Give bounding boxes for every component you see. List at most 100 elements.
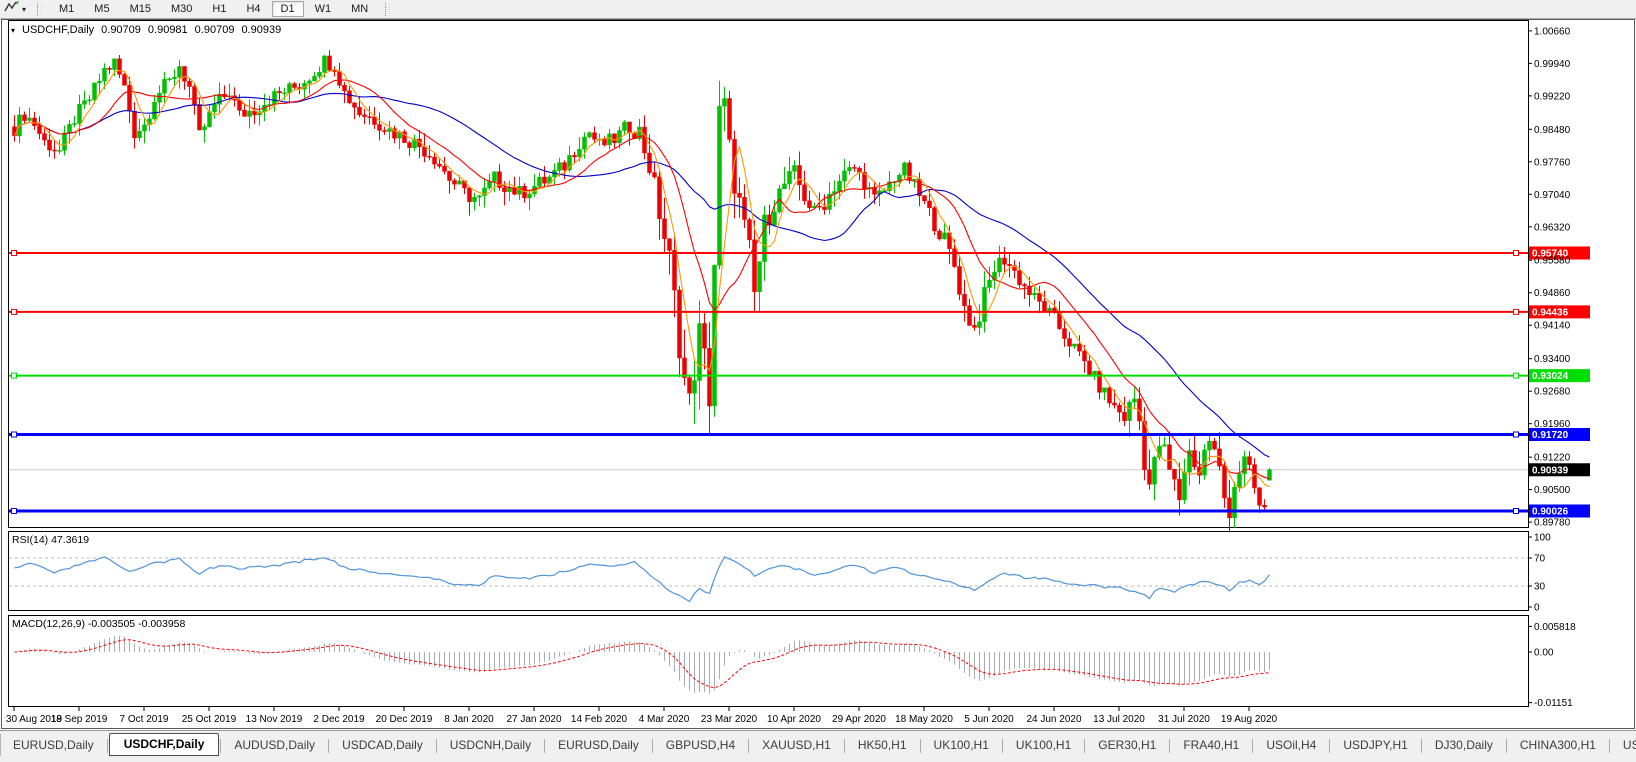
tab-china300-h1[interactable]: CHINA300,H1 — [1519, 738, 1596, 752]
tab-separator — [544, 739, 546, 753]
tab-usdcad-daily[interactable]: USDCAD,Daily — [342, 738, 423, 752]
line-handle[interactable] — [1513, 507, 1519, 514]
macd-signal-line — [14, 639, 1270, 689]
date-tick-label: 31 Jul 2020 — [1158, 714, 1210, 725]
ohlc-low: 0.90709 — [194, 24, 235, 36]
main-pane — [8, 20, 1529, 528]
macd-scale-label: 0.00 — [1534, 648, 1554, 659]
date-tick-label: 8 Jan 2020 — [444, 714, 494, 725]
line-handle[interactable] — [11, 250, 17, 256]
timeframe-button-m15[interactable]: M15 — [129, 3, 151, 15]
ohlc-close: 0.90939 — [241, 24, 282, 36]
tab-usoil-h1[interactable]: USOil,H1 — [1622, 738, 1636, 752]
tab-usdjpy-h1[interactable]: USDJPY,H1 — [1343, 738, 1408, 752]
tab-ger30-h1[interactable]: GER30,H1 — [1098, 738, 1157, 752]
chart-cursor-tool-button[interactable]: ▾ — [0, 1, 30, 17]
svg-text:0.91720: 0.91720 — [1532, 430, 1569, 441]
date-tick-label: 13 Nov 2019 — [246, 714, 303, 725]
line-handle[interactable] — [11, 372, 17, 379]
ma-5-line — [14, 68, 1270, 490]
svg-text:0.94436: 0.94436 — [1532, 307, 1569, 318]
hline-price-label — [1529, 504, 1590, 518]
date-tick-label: 5 Jun 2020 — [964, 714, 1014, 725]
hline-price-label — [1529, 369, 1590, 383]
tab-usoil-h4[interactable]: USOil,H4 — [1266, 738, 1317, 752]
line-handle[interactable] — [1513, 431, 1519, 438]
date-tick-label: 4 Mar 2020 — [639, 714, 690, 725]
chart-symbol-label: USDCHF,Daily — [22, 24, 95, 36]
date-tick-label: 30 Aug 2019 — [6, 714, 63, 725]
timeframe-button-m5[interactable]: M5 — [94, 3, 110, 15]
tab-separator — [1252, 739, 1254, 753]
toolbar-grip — [37, 2, 43, 16]
line-handle[interactable] — [11, 308, 17, 315]
line-handle[interactable] — [1513, 308, 1519, 315]
tab-separator — [1169, 739, 1171, 753]
timeframe-button-m30[interactable]: M30 — [170, 3, 193, 15]
ma-13-line — [14, 79, 1270, 480]
macd-scale-label: 0.005818 — [1534, 622, 1576, 633]
candles-layer — [12, 50, 1272, 533]
tab-separator — [1608, 739, 1610, 753]
tab-usdchf-daily-active[interactable]: USDCHF,Daily — [108, 733, 220, 756]
tab-xauusd-h1[interactable]: XAUUSD,H1 — [762, 738, 831, 752]
price-tick-label: 1.00660 — [1534, 26, 1571, 37]
tab-uk100-h1[interactable]: UK100,H1 — [933, 738, 989, 752]
tab-eurusd-daily[interactable]: EURUSD,Daily — [558, 738, 639, 752]
date-tick-label: 2 Dec 2019 — [313, 714, 365, 725]
date-tick-label: 18 May 2020 — [895, 714, 953, 725]
macd-histogram — [19, 635, 1270, 694]
line-handle[interactable] — [1513, 372, 1519, 379]
price-tick-label: 0.99220 — [1534, 91, 1571, 102]
hline-price-label — [1529, 246, 1590, 260]
price-tick-label: 0.96320 — [1534, 222, 1571, 233]
toolbar-grip — [385, 2, 391, 16]
tab-audusd-daily[interactable]: AUDUSD,Daily — [234, 738, 316, 752]
rsi-scale-label: 30 — [1534, 582, 1546, 593]
svg-text:0.90026: 0.90026 — [1532, 506, 1569, 517]
tab-gbpusd-h4[interactable]: GBPUSD,H4 — [665, 738, 736, 752]
tab-separator — [1505, 739, 1507, 753]
svg-text:0.90939: 0.90939 — [1532, 465, 1569, 476]
collapse-caret-icon[interactable]: ▾ — [11, 25, 16, 35]
hline-price-label — [1529, 428, 1590, 442]
tab-separator — [435, 739, 437, 753]
tab-separator — [220, 739, 222, 753]
tab-separator — [748, 739, 750, 753]
tab-separator — [328, 739, 330, 753]
tab-separator — [919, 739, 921, 753]
price-tick-label: 0.91960 — [1534, 419, 1571, 430]
price-tick-label: 0.90500 — [1534, 485, 1571, 496]
ma-34-line — [14, 92, 1270, 458]
rsi-line — [14, 556, 1270, 603]
timeframe-button-m1[interactable]: M1 — [59, 3, 75, 15]
line-handle[interactable] — [11, 431, 17, 438]
line-handle[interactable] — [1513, 250, 1519, 256]
macd-pane — [8, 615, 1529, 707]
tab-separator — [1084, 739, 1086, 753]
rsi-scale-label: 70 — [1534, 554, 1546, 565]
timeframe-button-w1[interactable]: W1 — [314, 3, 332, 15]
timeframe-button-mn[interactable]: MN — [351, 3, 369, 15]
timeframe-button-d1[interactable]: D1 — [271, 1, 304, 17]
tab-eurusd-daily[interactable]: EURUSD,Daily — [13, 738, 94, 752]
tab-separator — [651, 739, 653, 753]
timeframe-button-h4[interactable]: H4 — [246, 3, 261, 15]
chart-title-row: ▾ USDCHF,Daily 0.90709 0.90981 0.90709 0… — [11, 24, 281, 36]
line-handle[interactable] — [11, 507, 17, 514]
date-tick-label: 29 Apr 2020 — [832, 714, 886, 725]
tab-dj30-daily[interactable]: DJ30,Daily — [1434, 738, 1493, 752]
tab-separator — [1001, 739, 1003, 753]
timeframe-button-h1[interactable]: H1 — [212, 3, 227, 15]
timeframe-buttons: M1 M5 M15 M30 H1 H4 D1 W1 MN — [49, 0, 378, 19]
rsi-pane — [8, 531, 1529, 611]
tab-fra40-h1[interactable]: FRA40,H1 — [1183, 738, 1240, 752]
tab-separator — [1420, 739, 1422, 753]
tab-hk50-h1[interactable]: HK50,H1 — [857, 738, 907, 752]
date-tick-label: 24 Jun 2020 — [1026, 714, 1081, 725]
tab-usdcnh-daily[interactable]: USDCNH,Daily — [449, 738, 532, 752]
chart-tab-bar: EURUSD,Daily USDCHF,Daily AUDUSD,Daily USDC… — [0, 730, 1636, 762]
tab-uk100-h1[interactable]: UK100,H1 — [1015, 738, 1072, 752]
price-tick-label: 0.91220 — [1534, 453, 1571, 464]
price-tick-label: 0.92680 — [1534, 387, 1571, 398]
